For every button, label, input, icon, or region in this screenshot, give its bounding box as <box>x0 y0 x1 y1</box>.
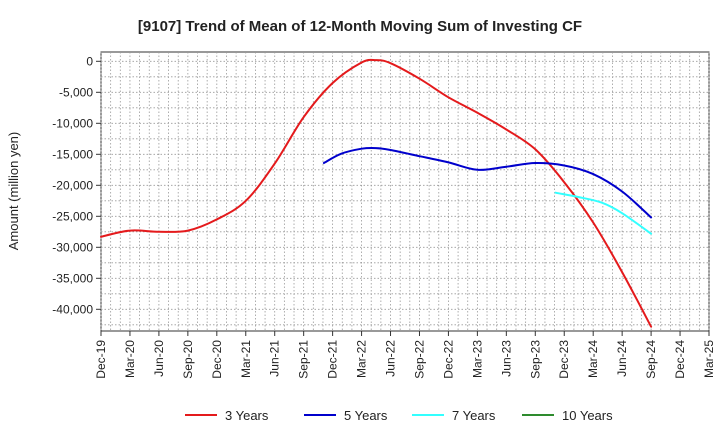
plot-area <box>100 51 710 332</box>
y-tick-label: -40,000 <box>52 302 93 316</box>
y-tick-label: -35,000 <box>52 271 93 285</box>
y-tick-label: -15,000 <box>52 147 93 161</box>
chart-title: [9107] Trend of Mean of 12-Month Moving … <box>138 18 582 35</box>
legend-label-5-years: 5 Years <box>344 408 388 423</box>
x-tick-label: Jun-23 <box>499 340 513 377</box>
x-tick-label: Mar-22 <box>355 340 369 378</box>
x-tick-label: Mar-21 <box>239 340 253 378</box>
legend: 3 Years 5 Years 7 Years 10 Years <box>185 408 613 423</box>
y-tick-label: -10,000 <box>52 116 93 130</box>
axes-layer: 0 -5,000 -10,000 -15,000 -20,000 -25,000 -30,0… <box>52 54 716 378</box>
x-tick-label: Mar-24 <box>586 340 600 378</box>
x-tick-label: Sep-21 <box>297 340 311 379</box>
x-tick-label: Dec-22 <box>441 340 455 379</box>
x-tick-label: Jun-20 <box>152 340 166 377</box>
x-tick-label: Mar-23 <box>470 340 484 378</box>
y-tick-label: -5,000 <box>59 85 93 99</box>
x-tick-label: Dec-20 <box>210 340 224 379</box>
x-tick-label: Sep-23 <box>528 340 542 379</box>
x-tick-label: Dec-19 <box>94 340 108 379</box>
x-tick-label: Jun-22 <box>384 340 398 377</box>
x-tick-label: Dec-23 <box>557 340 571 379</box>
series-line-3-years <box>100 58 653 328</box>
grid-layer <box>100 51 710 332</box>
series-line-7-years <box>554 191 653 235</box>
series-layer <box>100 58 653 328</box>
legend-label-3-years: 3 Years <box>225 408 269 423</box>
y-tick-label: -30,000 <box>52 240 93 254</box>
legend-label-7-years: 7 Years <box>452 408 496 423</box>
x-tick-label: Jun-21 <box>268 340 282 377</box>
y-tick-label: -25,000 <box>52 209 93 223</box>
x-tick-label: Mar-20 <box>123 340 137 378</box>
x-tick-label: Jun-24 <box>615 340 629 377</box>
x-tick-label: Sep-24 <box>644 340 658 379</box>
y-axis-label: Amount (million yen) <box>6 132 21 251</box>
legend-label-10-years: 10 Years <box>562 408 613 423</box>
y-tick-label: -20,000 <box>52 178 93 192</box>
x-tick-label: Sep-20 <box>181 340 195 379</box>
x-tick-label: Mar-25 <box>702 340 716 378</box>
x-tick-label: Dec-21 <box>326 340 340 379</box>
x-tick-label: Sep-22 <box>412 340 426 379</box>
series-line-5-years <box>322 146 653 219</box>
y-tick-label: 0 <box>86 54 93 68</box>
x-tick-label: Dec-24 <box>673 340 687 379</box>
